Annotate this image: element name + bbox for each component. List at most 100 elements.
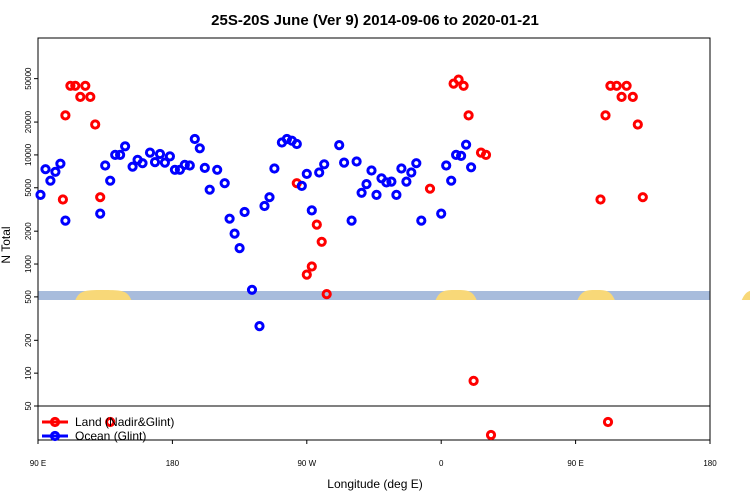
land-point bbox=[80, 80, 91, 91]
land-point bbox=[95, 192, 106, 203]
ocean-point bbox=[115, 149, 126, 160]
ocean-point bbox=[259, 200, 270, 212]
land-point bbox=[595, 194, 606, 205]
land-point bbox=[60, 110, 71, 121]
ocean-point bbox=[189, 133, 200, 145]
ocean-point bbox=[356, 187, 367, 198]
ocean-point bbox=[55, 158, 66, 169]
ocean-point bbox=[144, 147, 156, 158]
legend-marker bbox=[49, 416, 61, 428]
ocean-point bbox=[456, 150, 467, 161]
ocean-point bbox=[234, 243, 245, 254]
ocean-point bbox=[40, 164, 51, 175]
land-point bbox=[85, 91, 96, 103]
y-tick-label: 10000 bbox=[24, 143, 33, 166]
x-tick-label: 90 E bbox=[567, 459, 583, 468]
ocean-point bbox=[199, 162, 210, 173]
ocean-point bbox=[239, 206, 250, 218]
x-tick-label: 90 W bbox=[297, 459, 316, 468]
x-tick-label: 0 bbox=[439, 459, 444, 468]
ocean-point bbox=[95, 208, 106, 219]
ocean-point bbox=[346, 215, 357, 226]
y-tick-label: 2000 bbox=[24, 222, 33, 240]
ocean-point bbox=[35, 189, 46, 200]
ocean-point bbox=[219, 178, 230, 189]
ocean-point bbox=[334, 140, 345, 151]
land-point bbox=[57, 194, 69, 205]
land-point bbox=[70, 80, 81, 91]
ocean-point bbox=[361, 179, 372, 190]
land-point bbox=[611, 80, 622, 91]
y-tick-label: 100 bbox=[24, 366, 33, 380]
ocean-point bbox=[281, 133, 292, 145]
land-point bbox=[458, 80, 469, 91]
land-point bbox=[90, 119, 101, 130]
x-tick-label: 180 bbox=[166, 459, 180, 468]
land-point bbox=[480, 149, 492, 160]
ocean-point bbox=[164, 151, 175, 162]
ocean-point bbox=[194, 143, 205, 154]
ocean-point bbox=[461, 139, 472, 150]
chart-title: 25S-20S June (Ver 9) 2014-09-06 to 2020-… bbox=[211, 12, 539, 29]
y-tick-label: 50 bbox=[24, 401, 33, 410]
land-point bbox=[316, 236, 327, 247]
ocean-point bbox=[120, 141, 131, 152]
ocean-point bbox=[446, 175, 457, 186]
ocean-point bbox=[451, 149, 462, 160]
ocean-point bbox=[319, 159, 330, 170]
y-tick-label: 500 bbox=[24, 290, 33, 304]
x-tick-label: 180 bbox=[703, 459, 717, 468]
y-tick-label: 20000 bbox=[24, 110, 33, 133]
map-land bbox=[741, 290, 750, 300]
ocean-point bbox=[100, 160, 111, 171]
ocean-point bbox=[396, 163, 407, 174]
ocean-point bbox=[229, 228, 240, 239]
ocean-point bbox=[149, 157, 161, 168]
legend-marker bbox=[49, 430, 61, 442]
ocean-point bbox=[179, 159, 190, 170]
ocean-point bbox=[441, 160, 452, 171]
map-land bbox=[577, 290, 615, 300]
ocean-point bbox=[416, 215, 427, 226]
land-point bbox=[621, 80, 632, 91]
land-point bbox=[463, 110, 474, 121]
land-point bbox=[485, 429, 497, 441]
x-axis-label: Longitude (deg E) bbox=[327, 477, 422, 491]
y-tick-label: 5000 bbox=[24, 178, 33, 196]
land-point bbox=[453, 74, 464, 85]
land-point bbox=[616, 91, 627, 103]
ocean-point bbox=[381, 177, 392, 188]
ocean-point bbox=[105, 175, 116, 186]
ocean-point bbox=[60, 215, 71, 226]
axes: 50 100 200 500 1000 2000 5000 10000 20000 50000 90… bbox=[24, 37, 717, 468]
ocean-point bbox=[110, 149, 121, 160]
map-ocean bbox=[38, 291, 710, 300]
y-tick-label: 1000 bbox=[24, 255, 33, 273]
ocean-point bbox=[137, 158, 148, 169]
y-tick-label: 200 bbox=[24, 333, 33, 347]
map-land bbox=[75, 290, 132, 300]
ocean-point bbox=[339, 157, 350, 168]
ocean-point bbox=[159, 157, 170, 168]
ocean-point bbox=[466, 162, 477, 173]
land-point bbox=[105, 416, 116, 428]
ocean-point bbox=[127, 161, 138, 172]
ocean-point bbox=[224, 213, 235, 224]
y-axis-label: N Total bbox=[0, 226, 13, 263]
land-point bbox=[632, 119, 643, 130]
ocean-point bbox=[301, 168, 312, 179]
ocean-point bbox=[411, 158, 422, 169]
data-points bbox=[35, 74, 648, 441]
ocean-point bbox=[169, 164, 180, 175]
land-point bbox=[468, 375, 479, 386]
legend-label: Land (Nadir&Glint) bbox=[75, 415, 174, 429]
map-strip bbox=[38, 290, 750, 300]
ocean-point bbox=[386, 176, 397, 187]
land-point bbox=[301, 269, 312, 280]
ocean-point bbox=[436, 208, 447, 219]
ocean-point bbox=[212, 164, 223, 175]
ocean-point bbox=[269, 163, 280, 174]
ocean-point bbox=[204, 184, 215, 195]
map-land bbox=[435, 290, 477, 300]
